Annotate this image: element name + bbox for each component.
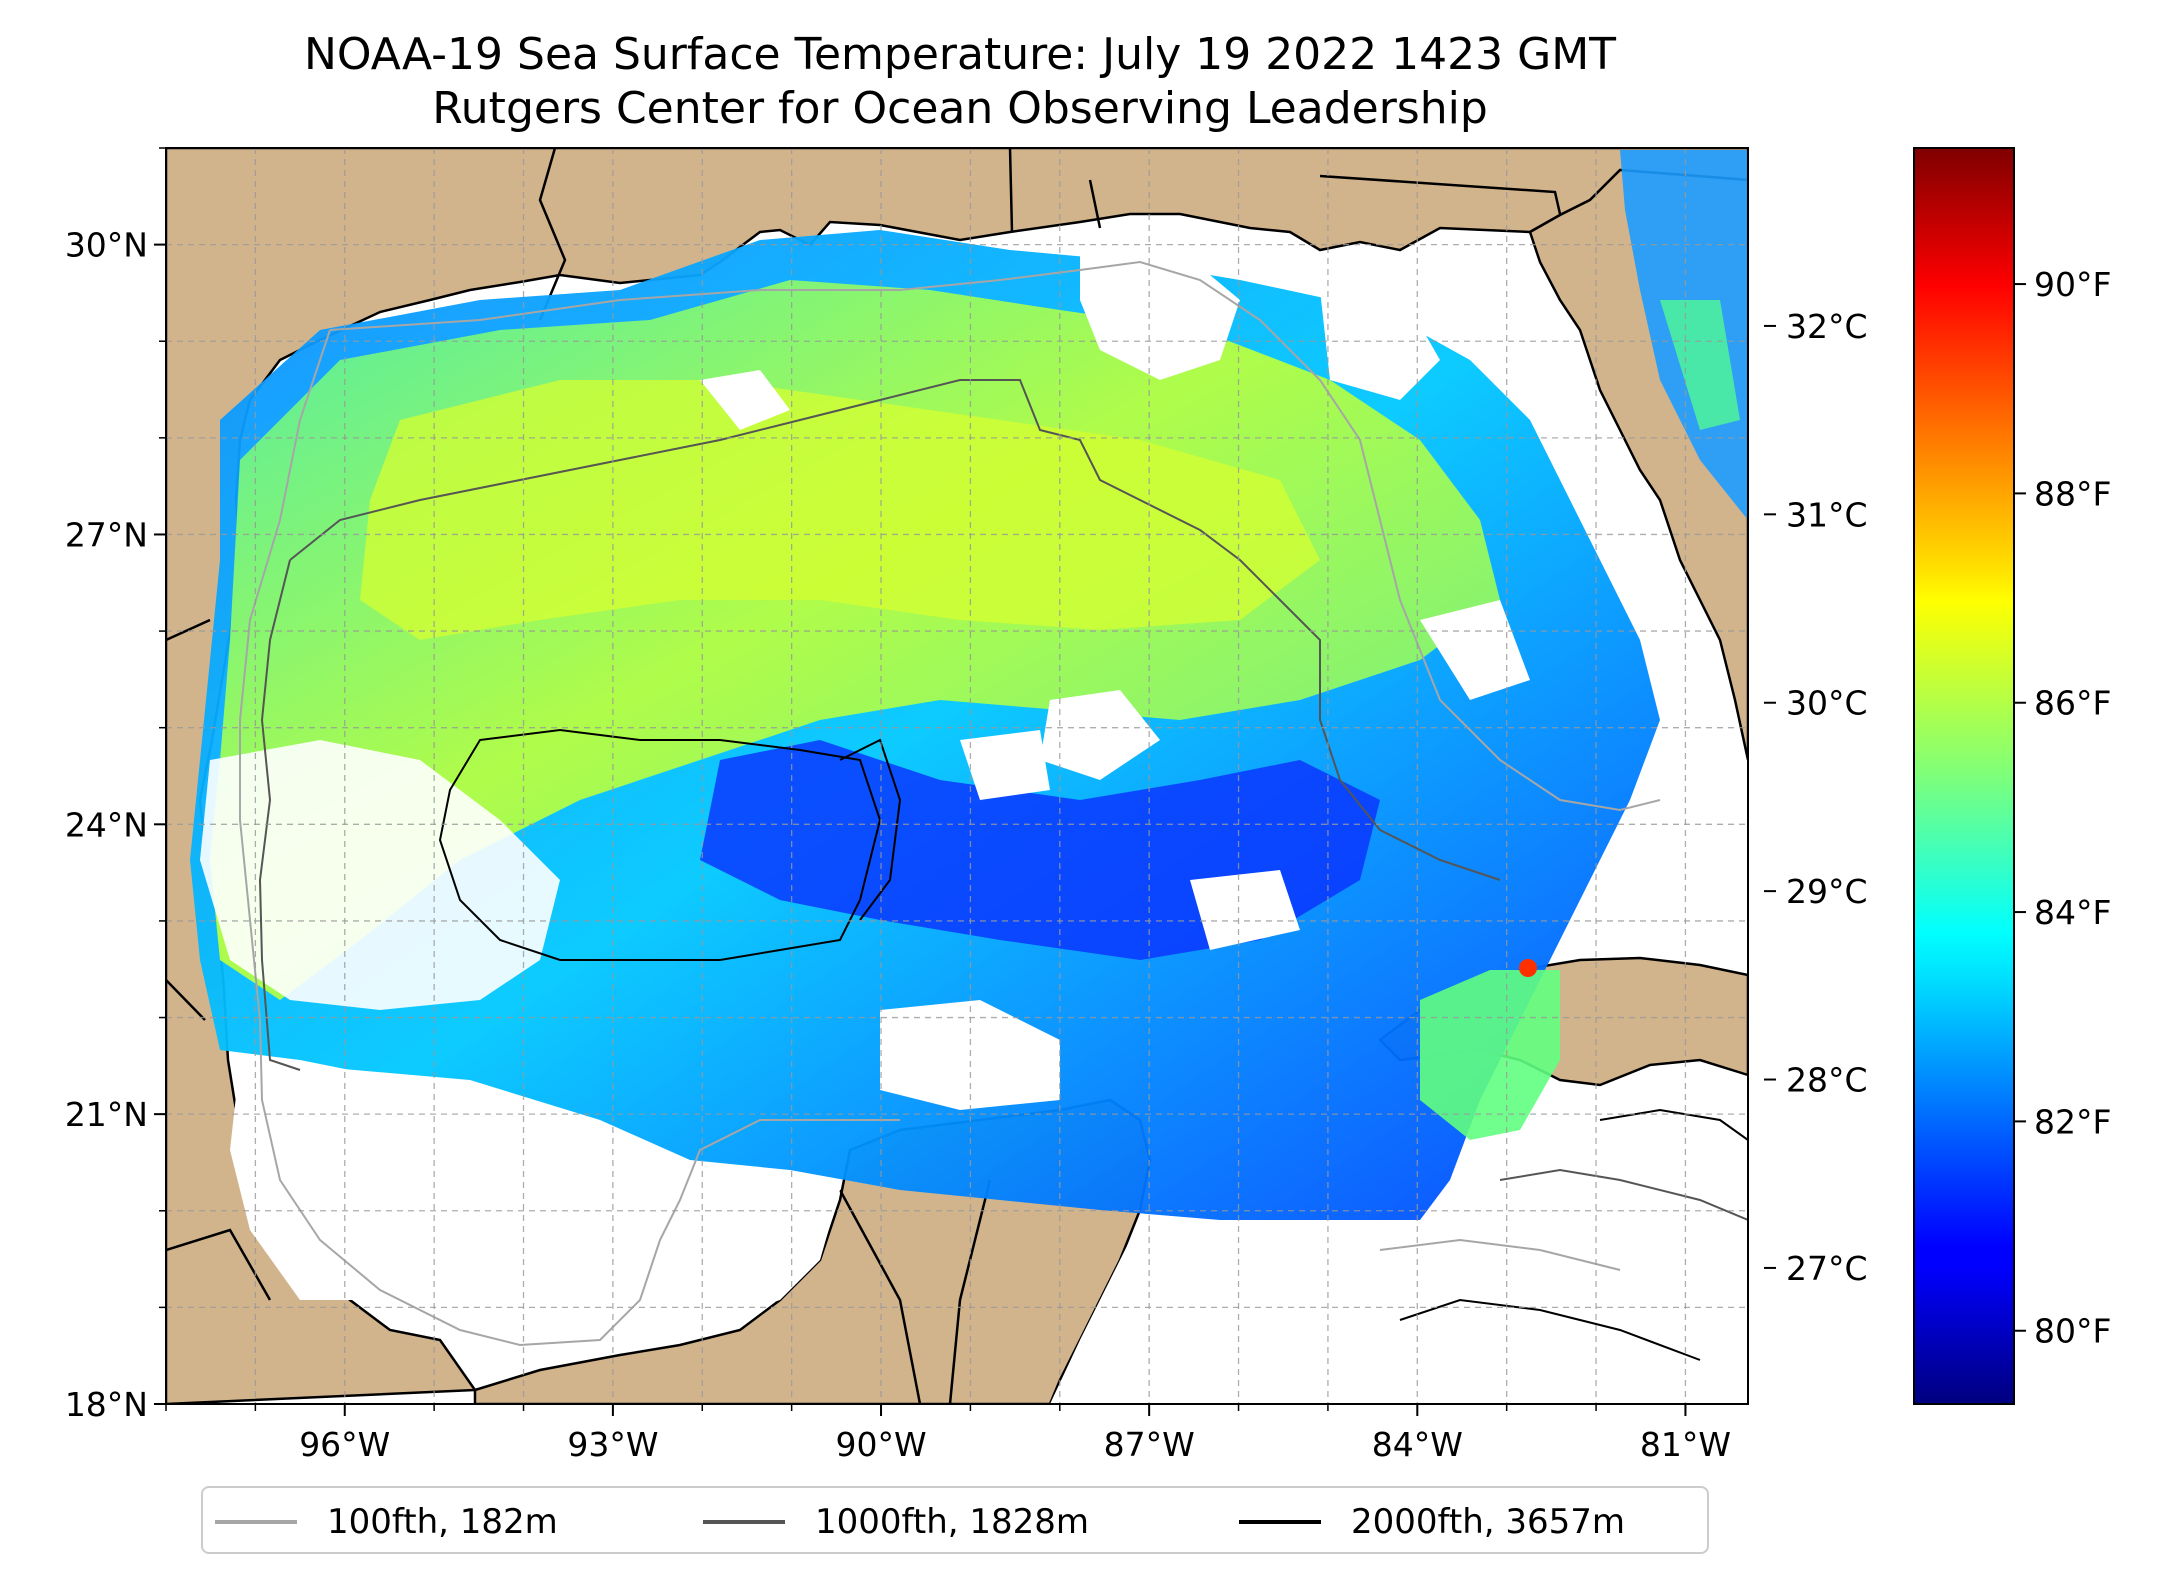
map-subtitle: Rutgers Center for Ocean Observing Leade… (432, 83, 1488, 134)
colorbar-c-label: 31°C (1786, 495, 1868, 534)
colorbar-c-label: 30°C (1786, 684, 1868, 723)
y-tick-label: 24°N (65, 805, 148, 844)
legend-label-100fth: 100fth, 182m (327, 1502, 558, 1542)
colorbar-f-label: 88°F (2034, 474, 2111, 513)
x-tick-label: 87°W (1104, 1425, 1195, 1464)
legend-line-100fth (215, 1520, 297, 1524)
colorbar-c-label: 28°C (1786, 1061, 1868, 1100)
map-title: NOAA-19 Sea Surface Temperature: July 19… (303, 29, 1617, 80)
legend-line-1000fth (703, 1520, 785, 1524)
bathymetry-legend: 100fth, 182m 1000fth, 1828m 2000fth, 365… (201, 1486, 1709, 1554)
y-tick-label: 27°N (65, 515, 148, 554)
x-tick-label: 93°W (567, 1425, 658, 1464)
colorbar-c-label: 29°C (1786, 872, 1868, 911)
y-tick-label: 18°N (65, 1385, 148, 1424)
x-tick-label: 90°W (835, 1425, 926, 1464)
colorbar-f-label: 84°F (2034, 893, 2111, 932)
legend-label-1000fth: 1000fth, 1828m (815, 1502, 1090, 1542)
y-tick-label: 21°N (65, 1095, 148, 1134)
legend-label-2000fth: 2000fth, 3657m (1351, 1502, 1626, 1542)
bathymetry-contours (239, 260, 1748, 1361)
legend-item-100fth: 100fth, 182m (215, 1500, 558, 1544)
colorbar-f-label: 80°F (2034, 1312, 2111, 1351)
x-tick-label: 81°W (1640, 1425, 1731, 1464)
colorbar-c-label: 27°C (1786, 1249, 1868, 1288)
map-gridlines (166, 148, 1748, 1404)
colorbar-gradient (1913, 147, 2015, 1405)
colorbar-f-label: 90°F (2034, 265, 2111, 304)
legend-item-2000fth: 2000fth, 3657m (1239, 1500, 1625, 1544)
colorbar-c-label: 32°C (1786, 307, 1868, 346)
x-tick-label: 96°W (299, 1425, 390, 1464)
x-tick-label: 84°W (1372, 1425, 1463, 1464)
colorbar-ticks: 80°F 82°F 84°F 86°F 88°F 90°F 27°C 28°C 29°C 30°C… (1764, 265, 2111, 1351)
colorbar: 80°F 82°F 84°F 86°F 88°F 90°F 27°C 28°C 29°C 30°C… (1764, 147, 2111, 1405)
colorbar-f-label: 82°F (2034, 1102, 2111, 1141)
y-tick-label: 30°N (65, 226, 148, 265)
legend-line-2000fth (1239, 1520, 1321, 1524)
legend-item-1000fth: 1000fth, 1828m (703, 1500, 1089, 1544)
map-frame (165, 147, 1749, 1405)
colorbar-f-label: 86°F (2034, 684, 2111, 723)
map-axis-ticks: 96°W 93°W 90°W 87°W 84°W 81°W 30°N 27°N 24°N 21°N… (65, 147, 1731, 1464)
political-boundaries (166, 148, 1562, 1404)
map-panel (166, 148, 1748, 1404)
